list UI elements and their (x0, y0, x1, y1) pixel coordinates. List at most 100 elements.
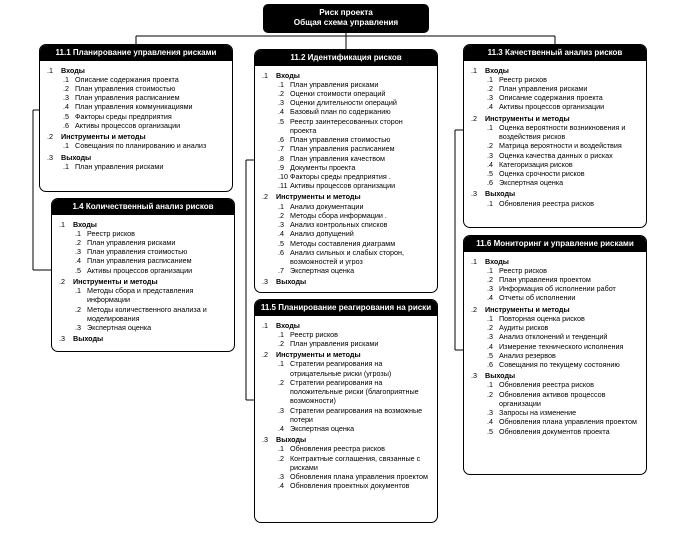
item-num: .5 (487, 351, 499, 360)
box-title: 1.4 Количественный анализ рисков (52, 199, 234, 215)
section-label: Инструменты и методы (61, 132, 227, 141)
item-text: План управления расписанием (75, 93, 225, 102)
section: .3Выходы (471, 371, 641, 380)
item-text: Обновления проектных документов (290, 481, 430, 490)
section: .2Инструменты и методы (471, 305, 641, 314)
item-num: .4 (278, 107, 290, 116)
box-body: .1Входы.1Описание содержания проекта.2Пл… (40, 61, 232, 175)
section-num: .1 (47, 66, 61, 75)
items: .1План управления рисками (47, 162, 227, 171)
item-num: .2 (278, 378, 290, 387)
section-label: Инструменты и методы (485, 305, 641, 314)
item: .5Факторы среды предприятия (63, 112, 227, 121)
item: .4Измерение технического исполнения (487, 342, 641, 351)
item-num: .4 (278, 424, 290, 433)
item-text: Активы процессов организации (290, 181, 430, 190)
item-text: Базовый план по содержанию (290, 107, 430, 116)
item-num: .11 (278, 181, 290, 190)
box-b11_3: 11.3 Качественный анализ рисков.1Входы.1… (463, 44, 647, 228)
item-num: .4 (487, 342, 499, 351)
section-label: Инструменты и методы (276, 350, 432, 359)
item-num: .6 (487, 178, 499, 187)
item-text: План управления рисками (87, 238, 227, 247)
item-text: Матрица вероятности и воздействия (499, 141, 639, 150)
section-num: .2 (471, 305, 485, 314)
item-num: .1 (278, 330, 290, 339)
item-text: Реестр заинтересованных сторон проекта (290, 117, 430, 135)
item-text: Оценки длительности операций (290, 98, 430, 107)
item-num: .3 (75, 323, 87, 332)
item: .4Обновления проектных документов (278, 481, 432, 490)
item: .4План управления расписанием (75, 256, 229, 265)
section-num: .3 (262, 435, 276, 444)
section-label: Входы (485, 66, 641, 75)
item-text: Стратегии реагирования на положительные … (290, 378, 430, 406)
items: .1Методы сбора и представления информаци… (59, 286, 229, 332)
item: .1Реестр рисков (487, 75, 641, 84)
section-label: Выходы (485, 371, 641, 380)
item-text: План управления стоимостью (290, 135, 430, 144)
item-num: .3 (278, 98, 290, 107)
item: .1Совещания по планированию и анализ (63, 141, 227, 150)
item: .4Отчеты об исполнении (487, 293, 641, 302)
section-label: Выходы (73, 334, 229, 343)
item-text: Обновления плана управления проектом (290, 472, 430, 481)
item: .1Обновления реестра рисков (278, 444, 432, 453)
item-text: Обновления реестра рисков (290, 444, 430, 453)
item-num: .1 (63, 141, 75, 150)
item-text: Запросы на изменение (499, 408, 639, 417)
item: .1Реестр рисков (75, 229, 229, 238)
section-label: Входы (61, 66, 227, 75)
section-num: .2 (59, 277, 73, 286)
item-text: Документы проекта (290, 163, 430, 172)
item-num: .3 (487, 332, 499, 341)
section-label: Выходы (276, 435, 432, 444)
item-text: Стратегии реагирования на отрицательные … (290, 359, 430, 377)
item-text: Оценки стоимости операций (290, 89, 430, 98)
section-num: .3 (262, 277, 276, 286)
section: .3Выходы (59, 334, 229, 343)
section-num: .1 (59, 220, 73, 229)
box-body: .1Входы.1Реестр рисков.2План управления … (464, 61, 646, 212)
item-text: План управления стоимостью (75, 84, 225, 93)
item-num: .5 (278, 239, 290, 248)
item-num: .5 (487, 427, 499, 436)
item: .1Стратегии реагирования на отрицательны… (278, 359, 432, 377)
item-text: План управления коммуникациями (75, 102, 225, 111)
item: .1План управления рисками (63, 162, 227, 171)
item: .3План управления расписанием (63, 93, 227, 102)
item-text: Оценка качества данных о рисках (499, 151, 639, 160)
item: .4Категоризация рисков (487, 160, 641, 169)
item: .1Оценка вероятности возникновения и воз… (487, 123, 641, 141)
item-num: .4 (487, 293, 499, 302)
item-text: Факторы среды предприятия . (290, 172, 430, 181)
item-num: .7 (278, 266, 290, 275)
items: .1Анализ документации.2Методы сбора инфо… (262, 202, 432, 276)
item-text: Повторная оценка рисков (499, 314, 639, 323)
item: .2Стратегии реагирования на положительны… (278, 378, 432, 406)
item: .2План управления стоимостью (63, 84, 227, 93)
item-text: Методы сбора и представления информации (87, 286, 227, 304)
section: .1Входы (262, 71, 432, 80)
item: .1Методы сбора и представления информаци… (75, 286, 229, 304)
section: .2Инструменты и методы (262, 350, 432, 359)
section-num: .2 (471, 114, 485, 123)
item-num: .9 (278, 163, 290, 172)
item: .6Активы процессов организации (63, 121, 227, 130)
item: .7Экспертная оценка (278, 266, 432, 275)
item: .1Описание содержания проекта (63, 75, 227, 84)
items: .1Повторная оценка рисков.2Аудиты рисков… (471, 314, 641, 369)
section-num: .2 (47, 132, 61, 141)
item-num: .2 (75, 238, 87, 247)
section: .1Входы (47, 66, 227, 75)
item-num: .3 (278, 406, 290, 415)
item: .10Факторы среды предприятия . (278, 172, 432, 181)
item-text: Отчеты об исполнении (499, 293, 639, 302)
box-b11_1: 11.1 Планирование управления рисками.1Вх… (39, 44, 233, 192)
item-text: Реестр рисков (290, 330, 430, 339)
item-text: Контрактные соглашения, связанные с риск… (290, 454, 430, 472)
item: .9Документы проекта (278, 163, 432, 172)
section-num: .3 (471, 189, 485, 198)
item: .4Анализ допущений (278, 229, 432, 238)
box-title: 11.2 Идентификация рисков (255, 50, 437, 66)
